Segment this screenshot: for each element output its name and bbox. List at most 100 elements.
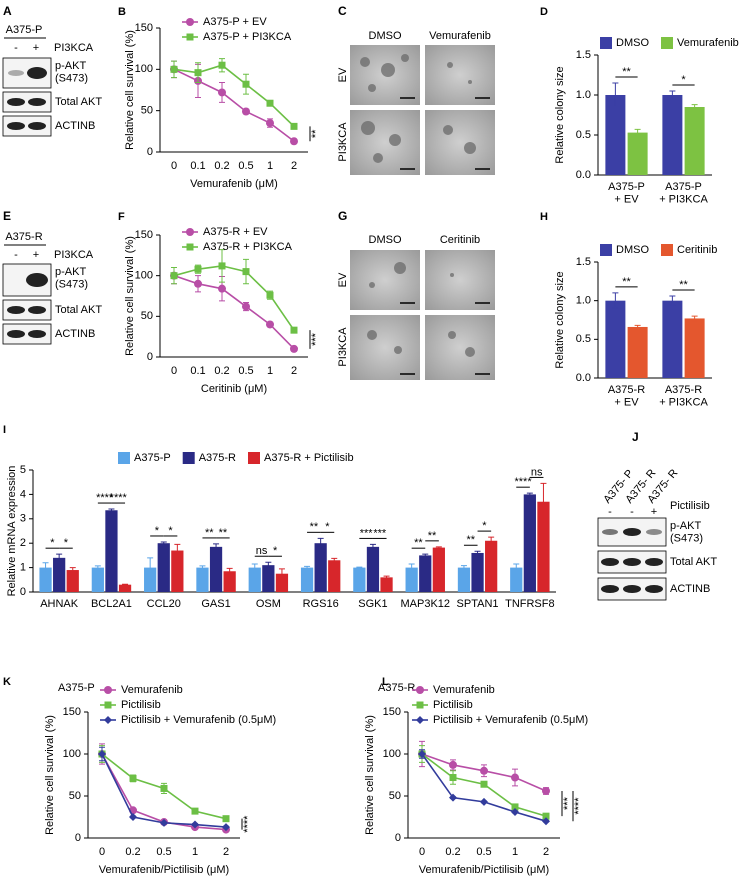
data-point bbox=[449, 793, 457, 802]
significance-label: ** bbox=[414, 537, 423, 549]
colony bbox=[369, 282, 375, 288]
treatment: PI3KCA bbox=[54, 42, 94, 54]
bar bbox=[39, 567, 52, 592]
y-tick-label: 1.0 bbox=[576, 295, 591, 307]
x-tick-label: 1 bbox=[192, 846, 198, 858]
error-bar bbox=[147, 557, 154, 578]
error-bar bbox=[435, 546, 442, 549]
legend-label: Vemurafenib bbox=[433, 684, 495, 696]
colony bbox=[368, 84, 376, 92]
y-tick-label: 2 bbox=[20, 537, 26, 549]
y-tick-label: 0 bbox=[395, 832, 401, 844]
y-tick-label: 50 bbox=[141, 105, 153, 117]
row-label: ACTINB bbox=[55, 328, 95, 340]
error-bar bbox=[540, 482, 547, 521]
error-bar bbox=[356, 566, 363, 569]
significance-label: * bbox=[325, 521, 330, 533]
series-line bbox=[173, 64, 295, 127]
legend-marker bbox=[416, 701, 424, 709]
bar bbox=[457, 567, 471, 592]
treatment: PI3KCA bbox=[54, 249, 94, 261]
x-tick-label: 0.5 bbox=[476, 846, 491, 858]
panel-letter: J bbox=[632, 430, 639, 444]
y-tick-label: 100 bbox=[383, 748, 401, 760]
series-line bbox=[173, 274, 295, 350]
data-point bbox=[290, 326, 298, 334]
bar bbox=[605, 95, 626, 175]
significance-label: ** bbox=[310, 129, 322, 138]
panel-letter: D bbox=[540, 6, 548, 18]
column-label: Vemurafenib bbox=[429, 30, 491, 42]
data-point bbox=[218, 262, 226, 270]
y-axis-label: Relative mRNA expression bbox=[6, 466, 18, 597]
micrograph bbox=[425, 110, 495, 175]
y-tick-label: 0.0 bbox=[576, 169, 591, 181]
band bbox=[645, 558, 663, 566]
blot-box bbox=[2, 115, 52, 137]
lane: - bbox=[14, 249, 18, 261]
legend-label: A375-P + PI3KCA bbox=[203, 31, 292, 43]
error-bar bbox=[612, 292, 619, 309]
error-bar bbox=[278, 568, 285, 580]
data-point bbox=[480, 797, 488, 806]
data-point bbox=[218, 88, 226, 97]
bar bbox=[275, 573, 289, 592]
x-tick-label: OSM bbox=[256, 598, 281, 610]
data-point bbox=[129, 813, 137, 821]
bar bbox=[196, 567, 209, 592]
y-axis-label: Relative cell survival (%) bbox=[44, 715, 56, 835]
colony bbox=[360, 57, 370, 67]
bar bbox=[662, 300, 683, 378]
row-label: p-AKT (S473) bbox=[55, 266, 88, 291]
y-tick-label: 150 bbox=[135, 229, 153, 241]
bar bbox=[209, 546, 223, 592]
y-axis-label: Relative cell survival (%) bbox=[364, 715, 376, 835]
bar bbox=[537, 501, 550, 592]
bar bbox=[510, 567, 523, 592]
legend-label: Pictilisib + Vemurafenib (0.5μM) bbox=[121, 714, 276, 726]
band bbox=[7, 306, 25, 314]
colony bbox=[465, 347, 475, 357]
colony bbox=[367, 330, 377, 340]
panel-letter: E bbox=[3, 209, 11, 223]
x-tick-label: BCL2A1 bbox=[91, 598, 132, 610]
x-tick-label: CCL20 bbox=[147, 598, 181, 610]
series-line bbox=[173, 68, 295, 142]
significance-label: *** bbox=[310, 332, 322, 346]
row-label: Total AKT bbox=[55, 96, 102, 108]
y-tick-label: 1.0 bbox=[576, 89, 591, 101]
legend-marker bbox=[104, 686, 112, 694]
error-bar bbox=[69, 567, 76, 573]
y-tick-label: 0 bbox=[75, 832, 81, 844]
data-point bbox=[160, 818, 168, 827]
x-tick-label: 0.5 bbox=[238, 160, 253, 172]
legend-swatch bbox=[248, 452, 260, 464]
y-axis-label: Relative cell survival (%) bbox=[124, 236, 136, 356]
colony bbox=[448, 331, 456, 339]
panel-letter: C bbox=[338, 4, 347, 18]
error-bar bbox=[265, 561, 272, 569]
error-bar bbox=[94, 565, 101, 570]
y-tick-label: 0.5 bbox=[576, 129, 591, 141]
error-bar bbox=[160, 541, 167, 545]
data-point bbox=[480, 780, 488, 788]
band bbox=[7, 330, 25, 338]
significance-label: **** bbox=[573, 797, 585, 815]
blot-a: A A375-P - + PI3KCA p-AKT (S473) Total AK… bbox=[2, 4, 102, 137]
legend-label: DMSO bbox=[616, 244, 649, 256]
row-label: EV bbox=[337, 272, 349, 287]
panel-letter: G bbox=[338, 209, 347, 223]
x-tick-label: AHNAK bbox=[40, 598, 79, 610]
x-tick-label: GAS1 bbox=[201, 598, 230, 610]
significance-label: *** bbox=[360, 527, 374, 539]
band bbox=[28, 98, 46, 106]
bar bbox=[432, 547, 445, 592]
bar bbox=[485, 540, 498, 592]
error-bar bbox=[691, 104, 698, 110]
legend-marker bbox=[104, 701, 112, 709]
x-tick-label: SGK1 bbox=[358, 598, 387, 610]
legend-marker bbox=[104, 716, 112, 724]
significance-label: * bbox=[273, 545, 278, 557]
x-tick-label: 0 bbox=[171, 160, 177, 172]
data-point bbox=[242, 80, 250, 88]
